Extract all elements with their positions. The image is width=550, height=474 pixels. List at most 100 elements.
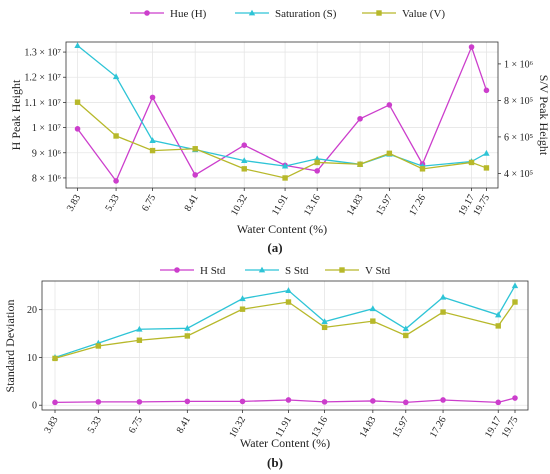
data-point-s-std xyxy=(285,287,292,293)
series-line-v-std xyxy=(54,301,516,360)
x-tick-label: 10.32 xyxy=(229,193,250,218)
y-tick-label: 1.1 × 10⁷ xyxy=(24,98,61,109)
right-tick-label: 8 × 10⁵ xyxy=(504,96,533,107)
data-point-h-std xyxy=(239,398,246,405)
legend-item-h-std: H Std xyxy=(160,265,226,277)
data-point-value-v xyxy=(314,159,320,166)
series-saturation-s xyxy=(74,42,490,169)
panel-a-plot-frame xyxy=(65,41,499,189)
data-point-v-std xyxy=(321,324,328,331)
x-tick-label: 3.83 xyxy=(42,415,60,436)
data-point-value-v xyxy=(192,146,198,152)
series-line-s-std xyxy=(54,285,516,359)
panel-a-right-ticks: 4 × 10⁵ 6 × 10⁵ 8 × 10⁵ 1 × 10⁶ xyxy=(498,59,534,180)
legend-label-hue: Hue (H) xyxy=(170,8,207,20)
panel-a-legend: Hue (H) Saturation (S) Value (V) xyxy=(130,8,445,20)
right-tick-label: 4 × 10⁵ xyxy=(504,169,533,180)
data-point-v-std xyxy=(184,333,191,339)
panel-a: Hue (H) Saturation (S) Value (V) 8 × 10⁶… xyxy=(9,8,550,255)
legend-label-h-std: H Std xyxy=(200,265,226,277)
data-point-h-std xyxy=(95,399,102,405)
data-point-h-std xyxy=(512,395,518,401)
panel-b-plot-frame xyxy=(41,280,529,411)
data-point-value-v xyxy=(357,161,363,167)
panel-b-series xyxy=(51,282,519,406)
x-tick-label: 14.83 xyxy=(345,193,366,218)
data-point-value-v xyxy=(483,165,490,171)
data-point-h-std xyxy=(402,399,409,406)
series-line-hue-h xyxy=(77,45,488,183)
legend-marker-hue xyxy=(144,10,150,16)
data-point-hue-h xyxy=(74,126,81,132)
data-point-hue-h xyxy=(357,115,363,122)
series-line-value-v xyxy=(77,101,487,179)
y-tick-label: 10 xyxy=(27,353,37,364)
data-point-h-std xyxy=(52,399,58,406)
data-point-value-v xyxy=(468,159,475,166)
panel-a-left-ticks: 8 × 10⁶ 9 × 10⁶ 1 × 10⁷ 1.1 × 10⁷ 1.2 × 10⁷ 1… xyxy=(24,48,66,184)
x-tick-label: 6.75 xyxy=(127,415,145,436)
x-tick-label: 17.26 xyxy=(428,415,449,440)
x-tick-label: 13.16 xyxy=(302,193,323,218)
right-tick-label: 6 × 10⁵ xyxy=(504,132,533,143)
data-point-saturation-s xyxy=(281,162,289,169)
legend-label-value: Value (V) xyxy=(402,8,445,20)
panel-a-series xyxy=(74,42,490,184)
series-s-std xyxy=(51,282,519,360)
data-point-s-std xyxy=(511,282,519,289)
data-point-v-std xyxy=(403,332,409,339)
legend-item-hue: Hue (H) xyxy=(130,8,207,20)
data-point-h-std xyxy=(184,398,191,405)
x-tick-label: 19.17 xyxy=(483,415,504,440)
data-point-v-std xyxy=(370,318,376,324)
panel-b-legend: H Std S Std V Std xyxy=(160,265,391,277)
legend-label-s-std: S Std xyxy=(285,265,309,277)
legend-marker-h-std xyxy=(174,267,180,273)
panel-a-x-axis-title: Water Content (%) xyxy=(237,222,327,236)
legend-label-saturation: Saturation (S) xyxy=(275,8,337,20)
x-tick-label: 6.75 xyxy=(140,193,158,214)
x-tick-label: 8.41 xyxy=(175,415,193,436)
x-tick-label: 5.33 xyxy=(103,193,121,214)
x-tick-label: 17.26 xyxy=(407,193,428,218)
data-point-v-std xyxy=(239,306,246,312)
legend-marker-value xyxy=(376,10,382,16)
data-point-s-std xyxy=(369,305,377,312)
data-point-value-v xyxy=(74,99,81,105)
legend-item-s-std: S Std xyxy=(245,265,309,277)
series-line-h-std xyxy=(54,397,516,404)
panel-b-gridlines xyxy=(42,281,528,410)
x-tick-label: 15.97 xyxy=(374,193,395,218)
data-point-hue-h xyxy=(241,142,248,149)
data-point-s-std xyxy=(136,325,143,332)
x-tick-label: 3.83 xyxy=(65,193,83,214)
data-point-v-std xyxy=(95,343,102,349)
data-point-hue-h xyxy=(386,102,393,108)
x-tick-label: 5.33 xyxy=(86,415,104,436)
data-point-saturation-s xyxy=(149,137,156,143)
panel-b-y-axis-title: Standard Deviation xyxy=(3,300,17,393)
x-tick-label: 11.91 xyxy=(270,193,291,218)
data-point-v-std xyxy=(136,337,143,343)
data-point-hue-h xyxy=(113,178,119,184)
data-point-hue-h xyxy=(468,44,475,50)
y-tick-label: 8 × 10⁶ xyxy=(32,173,62,184)
data-point-value-v xyxy=(149,147,156,154)
x-tick-label: 15.97 xyxy=(391,415,412,440)
data-point-h-std xyxy=(440,397,446,403)
y-tick-label: 1.3 × 10⁷ xyxy=(24,48,61,59)
x-tick-label: 14.83 xyxy=(358,415,379,440)
data-point-h-std xyxy=(370,398,376,404)
data-point-value-v xyxy=(241,166,247,172)
y-tick-label: 20 xyxy=(27,305,37,316)
y-tick-label: 0 xyxy=(32,401,37,412)
legend-marker-saturation xyxy=(248,9,256,16)
data-point-hue-h xyxy=(483,87,490,94)
data-point-saturation-s xyxy=(483,149,490,156)
data-point-value-v xyxy=(113,133,119,139)
panel-b-x-axis-title: Water Content (%) xyxy=(240,436,330,450)
panel-b-y-ticks: 0 10 20 xyxy=(27,305,42,412)
panel-b-label: (b) xyxy=(267,455,283,470)
data-point-hue-h xyxy=(192,172,198,178)
series-h-std xyxy=(52,395,518,406)
